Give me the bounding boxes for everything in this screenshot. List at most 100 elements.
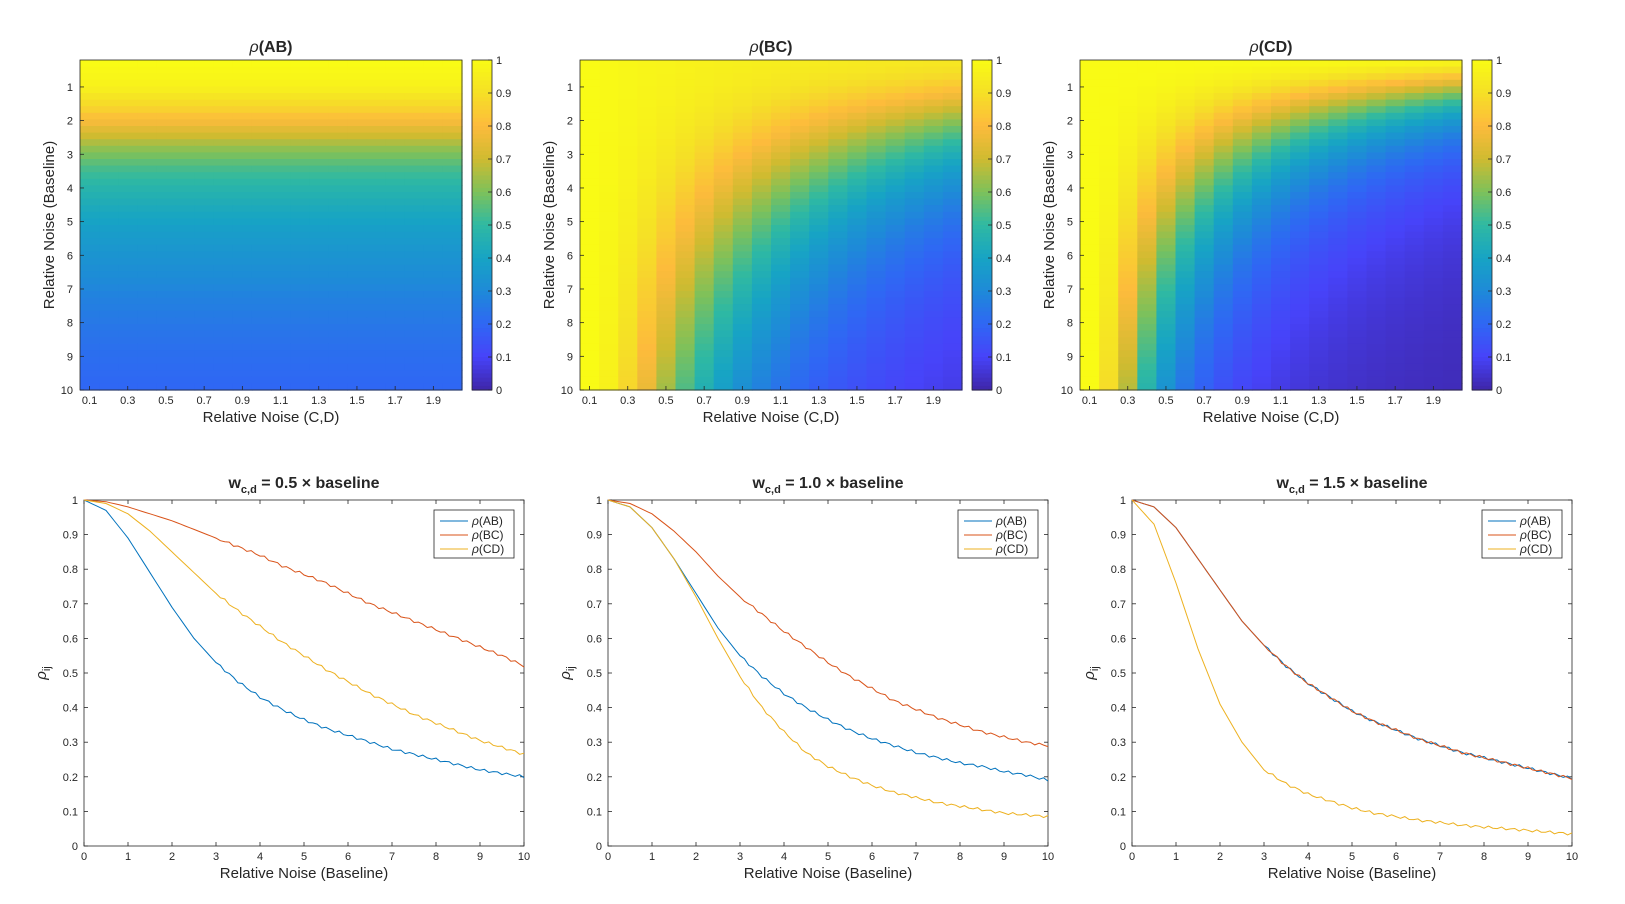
colorbar-segment xyxy=(472,237,492,243)
heatmap-cell xyxy=(599,112,619,120)
heatmap-cell xyxy=(442,376,463,384)
heatmap-cell xyxy=(828,132,848,140)
colorbar-segment xyxy=(972,258,992,263)
heatmap-cell xyxy=(1251,73,1272,81)
heatmap-cell xyxy=(1194,225,1215,233)
heatmap-cell xyxy=(1080,297,1100,305)
heatmap-cell xyxy=(1290,79,1310,87)
heatmap-cell xyxy=(1099,271,1119,279)
heatmap-cell xyxy=(366,343,387,351)
heatmap-cell xyxy=(1290,119,1310,127)
heatmap-cell xyxy=(942,317,963,325)
heatmap-cell xyxy=(790,337,810,345)
heatmap-cell xyxy=(366,165,387,173)
heatmap-cell xyxy=(290,73,310,81)
heatmap-cell xyxy=(866,73,887,81)
heatmap-cell xyxy=(1194,284,1215,292)
legend-entry: ρ(AB) xyxy=(1519,514,1551,528)
heatmap-cell xyxy=(251,370,272,378)
heatmap-cell xyxy=(866,350,887,358)
heatmap-cell xyxy=(713,198,734,206)
heatmap-cell xyxy=(213,112,234,120)
heatmap-cell xyxy=(713,231,734,239)
heatmap-cell xyxy=(713,277,734,285)
y-tick-label: 0.1 xyxy=(63,806,78,818)
heatmap-cell xyxy=(675,106,696,114)
heatmap-cell xyxy=(599,106,619,114)
heatmap-cell xyxy=(904,376,925,384)
heatmap-cell xyxy=(580,363,600,371)
heatmap-cell xyxy=(1156,231,1177,239)
heatmap-cell xyxy=(1175,337,1196,345)
heatmap-cell xyxy=(637,357,657,365)
heatmap-cell xyxy=(423,192,444,200)
heatmap-cell xyxy=(1232,277,1253,285)
heatmap-cell xyxy=(1290,264,1310,272)
heatmap-cell xyxy=(751,172,772,180)
heatmap-cell xyxy=(1347,277,1368,285)
heatmap-cell xyxy=(1099,79,1119,87)
heatmap-cell xyxy=(732,284,753,292)
heatmap-cell xyxy=(1309,218,1329,226)
heatmap-cell xyxy=(866,132,887,140)
heatmap-cell xyxy=(271,139,291,147)
heatmap-cell xyxy=(118,145,138,153)
heatmap-cell xyxy=(271,159,291,167)
heatmap-cell xyxy=(866,112,887,120)
heatmap-cell xyxy=(1175,291,1196,299)
heatmap-cell xyxy=(1175,231,1196,239)
heatmap-cell xyxy=(347,60,368,68)
heatmap-cell xyxy=(175,60,196,68)
heatmap-cell xyxy=(232,238,253,246)
heatmap-cell xyxy=(1442,126,1463,134)
heatmap-cell xyxy=(1137,159,1157,167)
heatmap-cell xyxy=(942,165,963,173)
heatmap-cell xyxy=(271,324,291,332)
heatmap-cell xyxy=(637,225,657,233)
heatmap-cell xyxy=(675,218,696,226)
heatmap-cell xyxy=(1423,357,1444,365)
heatmap-cell xyxy=(404,79,425,87)
heatmap-cell xyxy=(713,211,734,219)
heatmap-cell xyxy=(328,211,348,219)
heatmap-cell xyxy=(904,86,925,94)
heatmap-cell xyxy=(656,139,677,147)
heatmap-cell xyxy=(923,126,944,134)
heatmap-cell xyxy=(99,178,119,186)
heatmap-cell xyxy=(751,251,772,259)
heatmap-cell xyxy=(580,238,600,246)
heatmap-cell xyxy=(675,172,696,180)
heatmap-cell xyxy=(771,86,791,94)
heatmap-cell xyxy=(442,231,463,239)
colorbar-segment xyxy=(1472,97,1492,102)
heatmap-cell xyxy=(1442,159,1463,167)
heatmap-cell xyxy=(118,244,138,252)
heatmap-cell xyxy=(156,350,177,358)
x-tick-label: 7 xyxy=(389,851,395,863)
heatmap-cell xyxy=(790,376,810,384)
heatmap-cell xyxy=(809,337,829,345)
heatmap-cell xyxy=(675,145,696,153)
heatmap-cell xyxy=(1366,152,1387,160)
heatmap-cell xyxy=(1156,258,1177,266)
y-tick-label: 0.6 xyxy=(63,633,78,645)
colorbar-segment xyxy=(472,97,492,102)
heatmap-cell xyxy=(1118,185,1138,193)
heatmap-cell xyxy=(1328,238,1348,246)
colorbar-segment xyxy=(1472,179,1492,185)
heatmap-cell xyxy=(828,376,848,384)
heatmap-cell xyxy=(1232,152,1253,160)
y-tick-label: 0.5 xyxy=(63,668,78,680)
heatmap-cell xyxy=(580,277,600,285)
heatmap-cell xyxy=(213,291,234,299)
heatmap-cell xyxy=(80,192,100,200)
heatmap-cell xyxy=(732,192,753,200)
heatmap-cell xyxy=(80,330,100,338)
heatmap-cell xyxy=(175,132,196,140)
heatmap-cell xyxy=(923,132,944,140)
heatmap-cell xyxy=(1347,99,1368,107)
heatmap-cell xyxy=(1423,145,1444,153)
heatmap-cell xyxy=(599,165,619,173)
heatmap-cell xyxy=(232,93,253,101)
heatmap-cell xyxy=(423,258,444,266)
